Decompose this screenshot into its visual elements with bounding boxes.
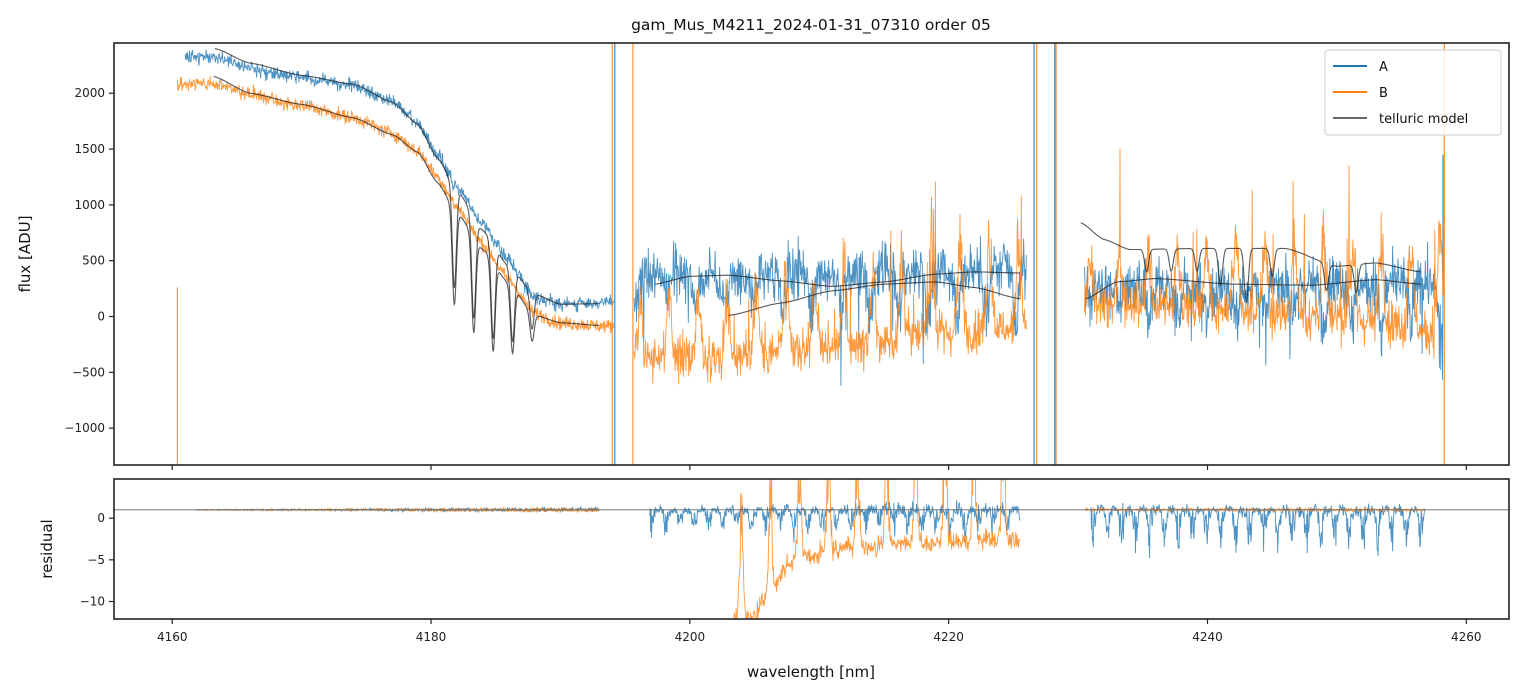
telluric-model-line bbox=[1080, 222, 1422, 304]
residual-x-tick-label: 4240 bbox=[1192, 630, 1223, 644]
residual-x-ticks: 4160 4180 4200 4220 4240 4260 bbox=[157, 619, 1482, 644]
residual-x-tick-label: 4200 bbox=[675, 630, 706, 644]
flux-y-ticks: −1000 −500 0 500 1000 1500 2000 bbox=[64, 86, 114, 435]
residual-axes-frame bbox=[113, 478, 1510, 620]
chart-title: gam_Mus_M4211_2024-01-31_07310 order 05 bbox=[631, 16, 991, 35]
residual-plot-area bbox=[114, 479, 1509, 619]
residual-y-tick-label: −5 bbox=[87, 553, 105, 567]
x-axis-label: wavelength [nm] bbox=[747, 663, 875, 681]
telluric-model-line bbox=[728, 281, 1020, 316]
series-b-segment bbox=[1084, 148, 1444, 359]
flux-x-ticks bbox=[171, 465, 1467, 470]
residual-a-segment bbox=[649, 500, 1021, 543]
series-b-segment bbox=[633, 181, 1027, 385]
flux-y-tick-label: 500 bbox=[82, 254, 105, 268]
legend-label-b: B bbox=[1379, 86, 1388, 101]
legend-label-telluric: telluric model bbox=[1379, 112, 1468, 127]
telluric-model-line bbox=[1085, 278, 1421, 300]
series-a-segment bbox=[184, 49, 614, 313]
series-b-segment bbox=[176, 76, 614, 334]
telluric-model-line bbox=[213, 75, 600, 356]
flux-y-tick-label: 1000 bbox=[74, 198, 105, 212]
residual-b-segment bbox=[195, 505, 600, 514]
flux-plot-area bbox=[176, 43, 1445, 465]
residual-x-tick-label: 4260 bbox=[1451, 630, 1482, 644]
legend: A B telluric model bbox=[1324, 49, 1502, 136]
flux-axes-frame bbox=[113, 42, 1510, 466]
flux-y-tick-label: −500 bbox=[72, 365, 105, 379]
legend-label-a: A bbox=[1379, 60, 1388, 75]
legend-frame bbox=[1324, 49, 1502, 136]
flux-y-tick-label: 2000 bbox=[74, 86, 105, 100]
residual-x-tick-label: 4160 bbox=[157, 630, 188, 644]
residual-panel: −10 −5 0 4160 4180 4200 4220 4240 4260 residual… bbox=[38, 478, 1510, 681]
flux-y-axis-label: flux [ADU] bbox=[16, 215, 34, 292]
residual-x-tick-label: 4220 bbox=[933, 630, 964, 644]
telluric-model-line bbox=[654, 271, 1020, 287]
flux-panel: −1000 −500 0 500 1000 1500 2000 flux [ADU] A B… bbox=[16, 42, 1510, 470]
residual-y-tick-label: 0 bbox=[97, 511, 105, 525]
flux-y-tick-label: 1500 bbox=[74, 142, 105, 156]
telluric-model-line bbox=[214, 48, 600, 343]
residual-y-tick-label: −10 bbox=[80, 595, 105, 609]
residual-x-tick-label: 4180 bbox=[416, 630, 447, 644]
flux-y-tick-label: −1000 bbox=[64, 421, 105, 435]
flux-y-tick-label: 0 bbox=[97, 310, 105, 324]
residual-y-axis-label: residual bbox=[38, 519, 56, 578]
residual-y-ticks: −10 −5 0 bbox=[80, 511, 114, 609]
